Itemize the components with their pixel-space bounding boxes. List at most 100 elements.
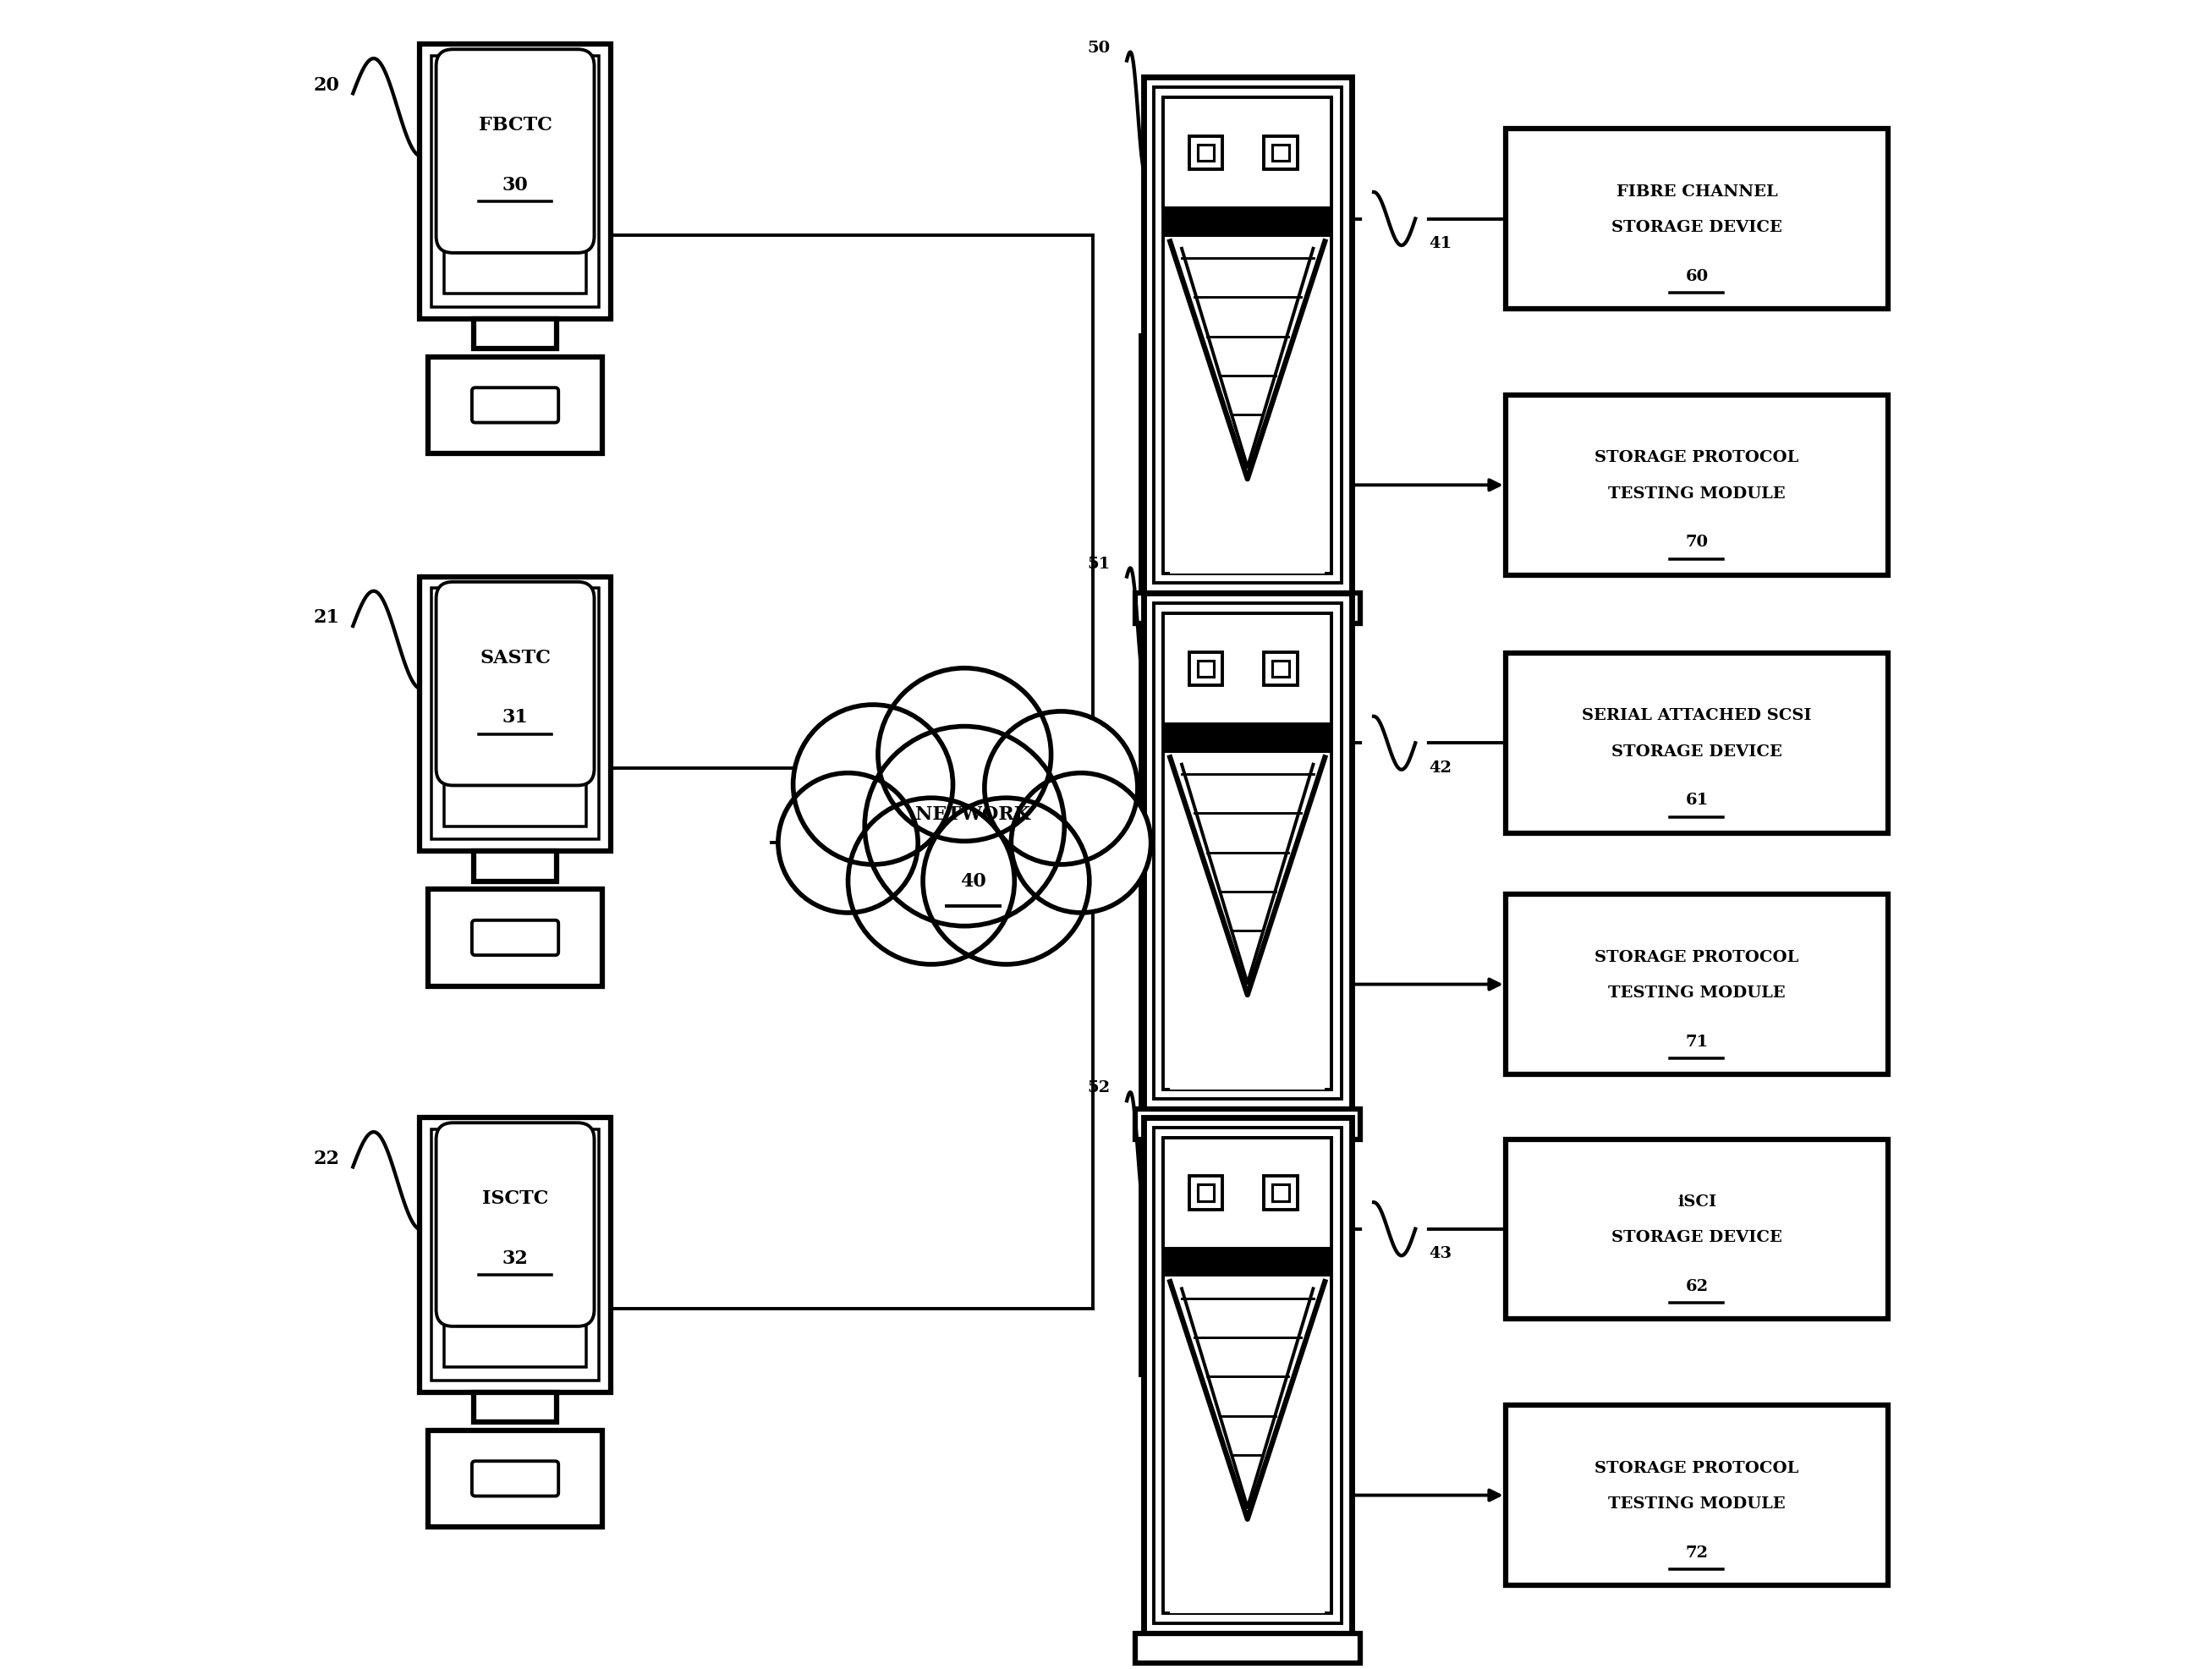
Text: 43: 43 (1429, 1247, 1451, 1262)
Text: 41: 41 (1429, 235, 1451, 252)
FancyBboxPatch shape (445, 68, 586, 294)
FancyBboxPatch shape (1506, 1405, 1889, 1586)
Text: SASTC: SASTC (480, 649, 551, 668)
Text: 60: 60 (1686, 269, 1708, 284)
FancyBboxPatch shape (1506, 895, 1889, 1075)
Text: STORAGE DEVICE: STORAGE DEVICE (1610, 1230, 1783, 1245)
FancyBboxPatch shape (436, 582, 595, 786)
FancyBboxPatch shape (1144, 77, 1352, 592)
FancyBboxPatch shape (1152, 603, 1340, 1100)
Text: 21: 21 (314, 608, 341, 628)
Text: 72: 72 (1686, 1545, 1708, 1561)
FancyBboxPatch shape (1170, 237, 1325, 572)
FancyBboxPatch shape (1170, 753, 1325, 1090)
FancyBboxPatch shape (1506, 653, 1889, 833)
FancyBboxPatch shape (1190, 137, 1223, 169)
FancyBboxPatch shape (431, 587, 599, 840)
FancyBboxPatch shape (471, 387, 557, 422)
FancyBboxPatch shape (1164, 1137, 1332, 1248)
Text: ISCTC: ISCTC (482, 1190, 549, 1208)
FancyBboxPatch shape (431, 55, 599, 307)
Text: 50: 50 (1088, 40, 1110, 55)
FancyBboxPatch shape (1144, 1118, 1352, 1634)
FancyBboxPatch shape (420, 1118, 611, 1392)
Text: STORAGE DEVICE: STORAGE DEVICE (1610, 220, 1783, 235)
FancyBboxPatch shape (427, 357, 602, 454)
FancyBboxPatch shape (1272, 1185, 1290, 1202)
FancyBboxPatch shape (1164, 1137, 1332, 1614)
FancyBboxPatch shape (473, 319, 557, 349)
Circle shape (984, 711, 1137, 865)
Text: 40: 40 (960, 871, 987, 890)
Text: 70: 70 (1686, 534, 1708, 551)
Text: 42: 42 (1429, 761, 1451, 776)
FancyBboxPatch shape (1263, 137, 1298, 169)
FancyBboxPatch shape (1164, 724, 1332, 753)
FancyBboxPatch shape (1135, 1634, 1360, 1664)
Text: TESTING MODULE: TESTING MODULE (1608, 986, 1785, 1001)
Circle shape (794, 704, 953, 865)
Text: iSCI: iSCI (1677, 1195, 1717, 1210)
Text: TESTING MODULE: TESTING MODULE (1608, 1497, 1785, 1512)
Text: STORAGE PROTOCOL: STORAGE PROTOCOL (1595, 451, 1798, 466)
FancyBboxPatch shape (1272, 144, 1290, 160)
Text: SERIAL ATTACHED SCSI: SERIAL ATTACHED SCSI (1582, 708, 1812, 724)
Text: STORAGE PROTOCOL: STORAGE PROTOCOL (1595, 1460, 1798, 1475)
FancyBboxPatch shape (445, 1142, 586, 1367)
FancyBboxPatch shape (1135, 592, 1360, 623)
FancyBboxPatch shape (1144, 592, 1352, 1110)
FancyBboxPatch shape (1263, 653, 1298, 686)
FancyBboxPatch shape (1164, 1248, 1332, 1277)
FancyBboxPatch shape (445, 601, 586, 826)
FancyBboxPatch shape (436, 50, 595, 252)
Text: 61: 61 (1686, 793, 1708, 808)
FancyBboxPatch shape (436, 1123, 595, 1327)
FancyBboxPatch shape (471, 1460, 557, 1495)
Circle shape (847, 798, 1015, 965)
FancyBboxPatch shape (1190, 1177, 1223, 1210)
FancyBboxPatch shape (1164, 613, 1332, 724)
FancyBboxPatch shape (1197, 1185, 1214, 1202)
FancyBboxPatch shape (1135, 1110, 1360, 1138)
FancyBboxPatch shape (1190, 653, 1223, 686)
Circle shape (878, 668, 1051, 841)
Text: STORAGE PROTOCOL: STORAGE PROTOCOL (1595, 950, 1798, 965)
Text: 31: 31 (502, 708, 529, 728)
FancyBboxPatch shape (427, 890, 602, 986)
FancyBboxPatch shape (1506, 1138, 1889, 1319)
Text: STORAGE DEVICE: STORAGE DEVICE (1610, 744, 1783, 759)
Circle shape (779, 773, 918, 913)
Circle shape (922, 798, 1088, 965)
FancyBboxPatch shape (431, 1130, 599, 1380)
FancyBboxPatch shape (1164, 209, 1332, 237)
FancyBboxPatch shape (1263, 1177, 1298, 1210)
Text: 52: 52 (1088, 1080, 1110, 1097)
FancyBboxPatch shape (473, 1392, 557, 1422)
Text: 32: 32 (502, 1250, 529, 1268)
Text: FIBRE CHANNEL: FIBRE CHANNEL (1617, 184, 1778, 199)
FancyBboxPatch shape (1152, 87, 1340, 582)
FancyBboxPatch shape (427, 1430, 602, 1527)
FancyBboxPatch shape (1197, 144, 1214, 160)
FancyBboxPatch shape (471, 920, 557, 955)
FancyBboxPatch shape (420, 576, 611, 851)
Text: 51: 51 (1086, 556, 1110, 571)
FancyBboxPatch shape (1506, 396, 1889, 574)
Text: TESTING MODULE: TESTING MODULE (1608, 486, 1785, 502)
Text: FBCTC: FBCTC (478, 117, 553, 135)
Text: 30: 30 (502, 175, 529, 194)
FancyBboxPatch shape (1170, 1277, 1325, 1614)
FancyBboxPatch shape (420, 43, 611, 319)
FancyBboxPatch shape (1164, 613, 1332, 1090)
FancyBboxPatch shape (1164, 97, 1332, 209)
Text: 62: 62 (1686, 1278, 1708, 1293)
Text: 71: 71 (1686, 1035, 1708, 1050)
FancyBboxPatch shape (1164, 97, 1332, 572)
FancyBboxPatch shape (1197, 661, 1214, 678)
Text: 20: 20 (314, 75, 341, 95)
Circle shape (1011, 773, 1150, 913)
FancyBboxPatch shape (473, 851, 557, 881)
FancyBboxPatch shape (1272, 661, 1290, 678)
Circle shape (865, 726, 1064, 926)
FancyBboxPatch shape (1506, 129, 1889, 309)
